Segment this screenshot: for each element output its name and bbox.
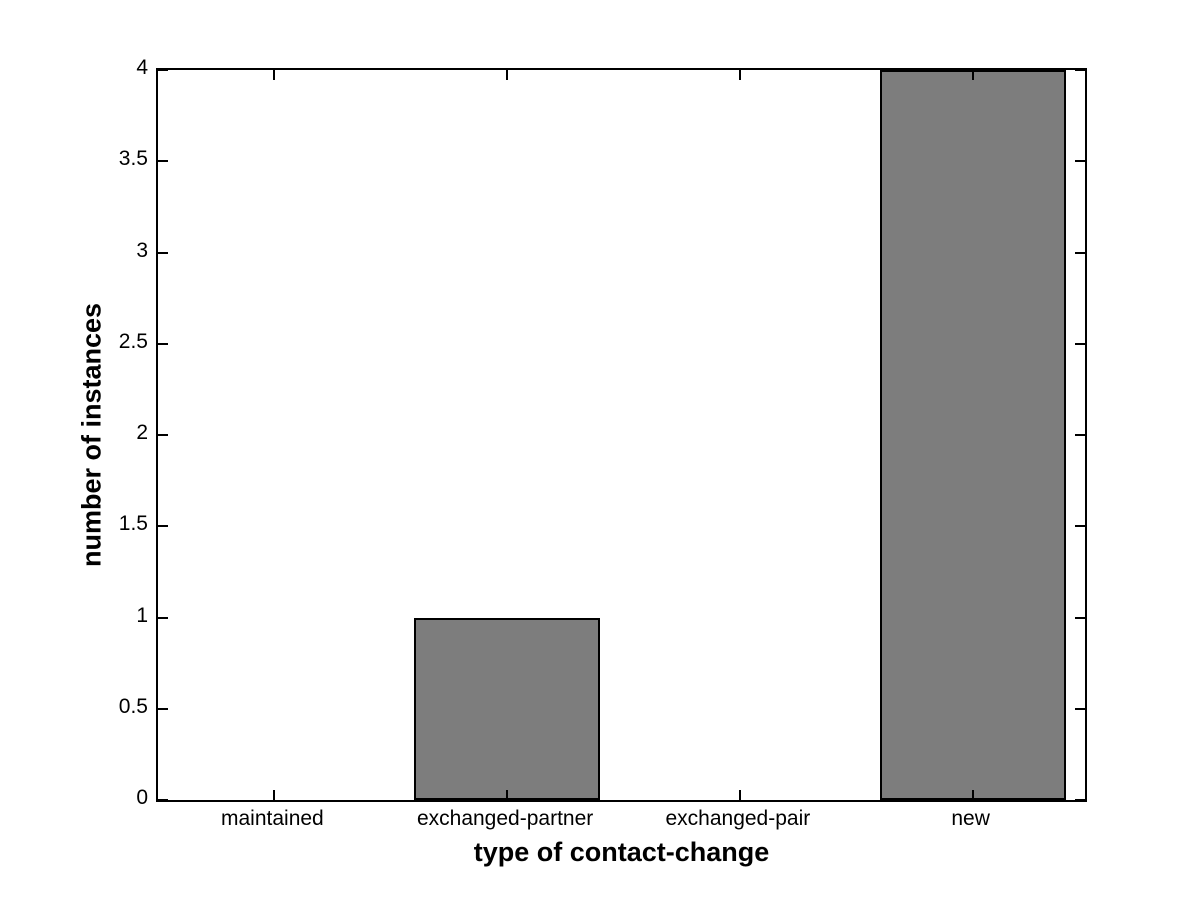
x-tick-bottom <box>273 790 276 800</box>
y-tick-left <box>158 342 168 345</box>
y-tick-right <box>1075 160 1085 163</box>
y-tick-left <box>158 160 168 163</box>
bar-new <box>879 70 1066 800</box>
y-tick-right <box>1075 434 1085 436</box>
y-tick-label: 1.5 <box>118 512 148 536</box>
y-tick-right <box>1075 342 1085 345</box>
y-tick-left <box>158 251 168 254</box>
x-tick-top <box>738 70 741 80</box>
y-tick-label: 3.5 <box>118 147 148 171</box>
x-tick-bottom <box>506 790 509 800</box>
plot-area <box>156 68 1087 802</box>
y-tick-left <box>158 616 168 619</box>
y-tick-left <box>158 434 168 436</box>
y-tick-label: 3 <box>136 238 148 262</box>
y-tick-left <box>158 525 168 528</box>
y-tick-right <box>1075 616 1085 619</box>
y-tick-right <box>1075 525 1085 528</box>
x-tick-top <box>971 70 974 80</box>
x-tick-bottom <box>738 790 741 800</box>
y-tick-label: 0 <box>136 786 148 809</box>
y-tick-label: 1 <box>136 603 148 627</box>
y-axis-label: number of instances <box>76 302 107 568</box>
y-tick-label: 2 <box>136 421 148 444</box>
y-tick-right <box>1075 707 1085 710</box>
x-tick-label: new <box>951 807 990 830</box>
y-tick-right <box>1075 251 1085 254</box>
x-axis-label: type of contact-change <box>473 837 770 867</box>
y-tick-left <box>158 799 168 801</box>
x-tick-label: maintained <box>221 807 324 830</box>
y-tick-label: 4 <box>136 56 148 79</box>
y-tick-left <box>158 707 168 710</box>
x-tick-top <box>273 70 276 80</box>
y-tick-right <box>1075 799 1085 801</box>
y-tick-label: 0.5 <box>118 694 148 718</box>
y-tick-left <box>158 69 168 71</box>
x-tick-label: exchanged-partner <box>416 807 594 830</box>
x-tick-top <box>506 70 509 80</box>
y-tick-label: 2.5 <box>118 329 148 353</box>
y-tick-right <box>1075 69 1085 71</box>
x-tick-bottom <box>971 790 974 800</box>
x-tick-label: exchanged-pair <box>665 807 811 830</box>
bar-exchanged-partner <box>414 617 601 800</box>
